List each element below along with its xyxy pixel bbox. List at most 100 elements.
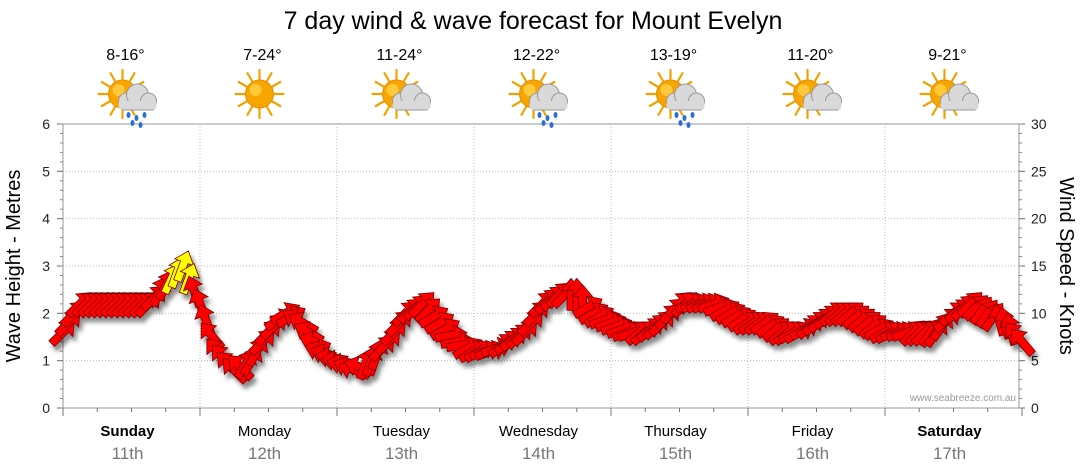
day-labels: Sunday 11th Monday 12th Tuesday 13th Wednesday… [100,423,982,463]
right-tick-label: 5 [1031,353,1039,369]
sun-ray [922,80,933,88]
raindrop [545,115,550,121]
sun-ray [931,72,939,83]
day-name: Tuesday [373,423,430,440]
cloud-icon [529,83,568,111]
rain-icon [674,112,695,128]
sun-ray [402,72,410,83]
left-tick-label: 6 [42,116,50,132]
sun-ray [246,72,254,83]
day-name: Wednesday [499,423,578,440]
sun-ray [237,100,248,108]
day-name: Saturday [917,423,982,440]
sun-ray [520,105,528,116]
sun-highlight [523,84,536,96]
left-tick-label: 4 [42,211,50,227]
sun-ray [374,80,385,88]
sun-ray [785,100,796,108]
left-tick-label: 0 [42,400,50,416]
sun-icon [234,68,285,120]
weather-row: 8-16° 7-24° 11-24° 12-22° 13-19° 11-20° 9-21° [97,47,979,128]
sun-ray [794,72,802,83]
sun-ray [109,105,117,116]
cloud-base [392,101,431,110]
cloud-icon [803,83,842,111]
day-temp: 11-24° [376,47,422,64]
raindrop [142,112,147,118]
y-axis-right-label: Wind Speed - Knots [1055,177,1077,355]
sun-highlight [660,84,673,96]
raindrop [690,112,695,118]
sun-ray [374,100,385,108]
sun-ray [794,105,802,116]
right-tick-label: 10 [1031,305,1047,321]
day-name: Sunday [100,423,155,440]
left-tick-label: 1 [42,353,50,369]
sun-ray [785,80,796,88]
day-date: 14th [522,444,555,463]
day-temp: 8-16° [106,47,144,64]
sun-ray [648,100,659,108]
sun-ray [100,80,111,88]
sun-ray [237,80,248,88]
raindrop [553,112,558,118]
sun-ray [539,72,547,83]
sun-highlight [797,84,810,96]
rain-icon [537,112,558,128]
raindrop [682,115,687,121]
sun-ray [511,80,522,88]
cloud-icon [118,83,157,111]
sun-highlight [934,84,947,96]
wind-arrows [48,250,1036,385]
axes: 0 1 2 3 4 5 6 0 5 10 15 20 25 30 [42,116,1047,416]
sun-ray [676,72,684,83]
raindrop [126,112,131,118]
day-date: 12th [248,444,281,463]
sun-ray [648,80,659,88]
left-tick-label: 2 [42,305,50,321]
cloud-icon [666,83,705,111]
day-date: 17th [933,444,966,463]
raindrop [541,120,546,126]
right-tick-label: 0 [1031,400,1039,416]
left-tick-label: 3 [42,258,50,274]
raindrop [678,120,683,126]
day-temp: 11-20° [787,47,833,64]
day-temp: 7-24° [243,47,281,64]
raindrop [537,112,542,118]
day-date: 16th [796,444,829,463]
cloud-base [666,101,705,110]
raindrop [134,115,139,121]
day-date: 13th [385,444,418,463]
raindrop [549,122,554,128]
sun-ray [100,100,111,108]
sun-ray [813,72,821,83]
cloud-base [118,101,157,110]
raindrop [138,122,143,128]
day-name: Thursday [644,423,707,440]
sun-ray [109,72,117,83]
sun-highlight [112,84,125,96]
sun-ray [950,72,958,83]
day-date: 11th [112,444,144,463]
watermark: www.seabreeze.com.au [909,393,1016,404]
raindrop [674,112,679,118]
cloud-base [940,101,979,110]
raindrop [686,122,691,128]
y-axis-left-label: Wave Height - Metres [3,170,25,363]
cloud-base [803,101,842,110]
raindrop [130,120,135,126]
sun-ray [265,72,273,83]
wind-arrow [1011,328,1036,358]
sun-ray [271,80,282,88]
sun-ray [931,105,939,116]
sun-ray [657,105,665,116]
day-temp: 13-19° [650,47,697,64]
right-tick-label: 30 [1031,116,1047,132]
grid [62,123,1020,409]
sun-highlight [386,84,399,96]
sun-ray [383,105,391,116]
sun-ray [265,105,273,116]
sun-ray [383,72,391,83]
